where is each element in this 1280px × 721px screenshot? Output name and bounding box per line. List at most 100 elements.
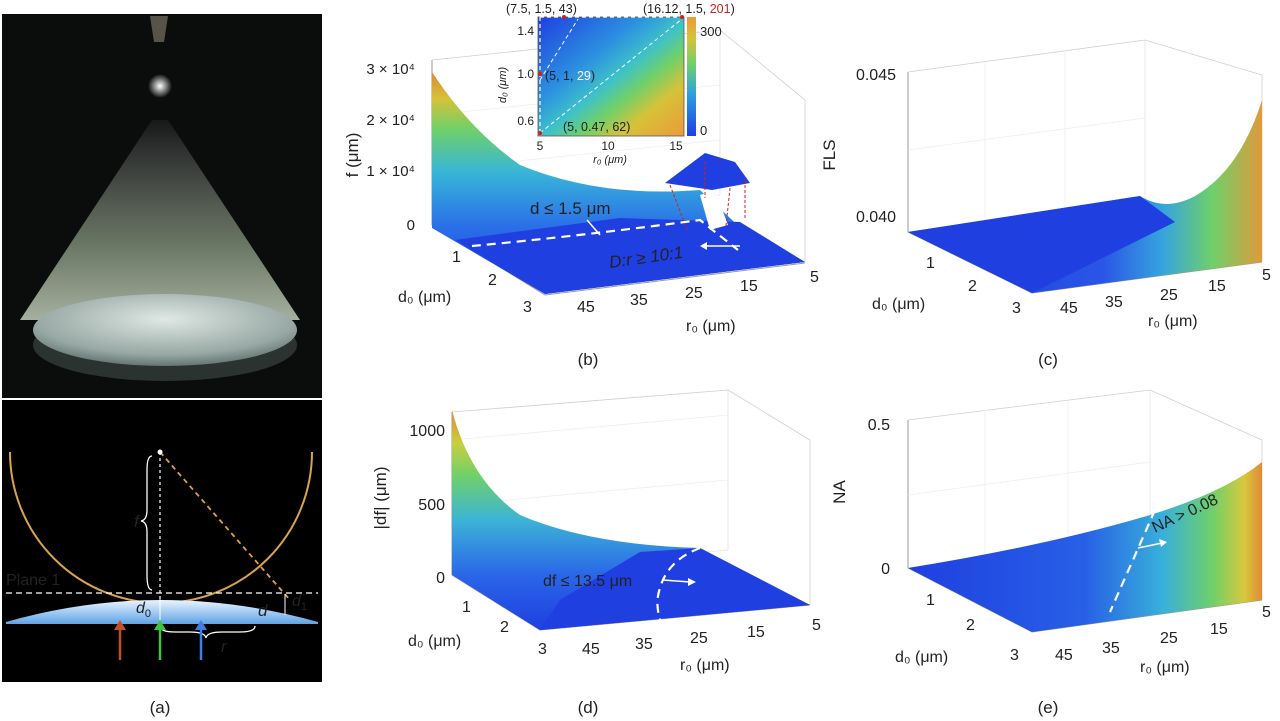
d-arrow [662, 579, 691, 583]
d-r0-tick: 25 [690, 630, 708, 647]
b-red-dash-4 [725, 187, 731, 227]
b-inset-colorbar [687, 17, 696, 136]
e-arrow [1137, 542, 1163, 549]
d-r0-tick: 45 [582, 641, 600, 658]
c-ytick: 0.040 [856, 209, 896, 226]
c-d0-tick: 1 [926, 255, 935, 272]
e-y-title: NA [830, 480, 849, 504]
microlens [6, 600, 318, 624]
b-inset-xtick: 10 [601, 139, 615, 153]
r-brace [159, 625, 256, 639]
e-boundary-dashed [1108, 509, 1157, 613]
ray-dashed [159, 451, 291, 601]
c-ytick: 0.045 [856, 67, 896, 84]
b-r0-tick: 25 [685, 285, 703, 302]
d-ytick: 500 [418, 497, 445, 514]
b-boundary-dashed [471, 218, 739, 251]
e-r0-tick: 5 [1262, 604, 1271, 621]
b-r0-tick: 45 [577, 299, 595, 316]
b-cbar-tick: 300 [700, 24, 722, 39]
b-arrow-line [586, 219, 601, 236]
d-r0-tick: 15 [747, 624, 765, 641]
c-d0-tick: 2 [968, 278, 977, 295]
c-y-title: FLS [820, 139, 839, 170]
b-inset-diag-1 [539, 18, 683, 134]
b-r0-tick: 15 [740, 278, 758, 295]
e-r0-tick: 25 [1160, 630, 1178, 647]
d-d0-tick: 3 [538, 641, 547, 658]
b-cut-block [665, 153, 750, 190]
b-inset: 300 0 1.4 1.0 0.6 d₀ (μm) 5 10 15 r₀ (μm… [497, 2, 735, 166]
c-r0-label: r₀ (μm) [1148, 313, 1198, 330]
b-inset-ytick: 1.0 [517, 67, 534, 81]
c-grid [907, 117, 1146, 151]
focus-point [157, 449, 163, 455]
b-ratio-arrowhead [700, 242, 707, 250]
d-r0-label: r₀ (μm) [680, 657, 730, 674]
b-red-dash-1 [669, 184, 689, 233]
b-inset-point [538, 131, 542, 135]
caption-e: (e) [1038, 698, 1059, 717]
panel-b: 3 × 10⁴ 2 × 10⁴ 1 × 10⁴ 0 f (μm) 1 2 3 d… [343, 2, 819, 335]
b-inset-point [562, 15, 566, 19]
b-d0-tick: 1 [452, 249, 461, 266]
d0-label: d0 [136, 600, 151, 620]
c-r0-tick: 5 [1262, 267, 1271, 284]
d-grid [451, 414, 729, 441]
c-d0-label: d₀ (μm) [872, 296, 925, 313]
e-d0-label: d₀ (μm) [895, 649, 948, 666]
light-cone [20, 120, 300, 320]
d-ytick: 1000 [409, 423, 445, 440]
d-y-title: |df| (μm) [371, 466, 390, 529]
d-d0-tick: 2 [500, 619, 509, 636]
b-annotation-d: d ≤ 1.5 μm [530, 199, 611, 218]
panel-d: 1000 500 0 |df| (μm) 1 2 3 d₀ (μm) 45 35… [371, 389, 821, 674]
d-d0-label: d₀ (μm) [408, 633, 461, 650]
b-inset-point [680, 15, 684, 19]
b-ytick: 2 × 10⁴ [366, 112, 415, 129]
e-surface [908, 462, 1262, 632]
b-cbar-tick: 0 [700, 123, 707, 138]
caption-b: (b) [578, 350, 599, 369]
c-r0-tick: 45 [1060, 300, 1078, 317]
c-d0-tick: 3 [1012, 300, 1021, 317]
d-annotation: df ≤ 13.5 μm [543, 573, 632, 590]
e-ytick: 0.5 [868, 417, 890, 434]
e-r0-tick: 15 [1210, 621, 1228, 638]
e-r0-label: r₀ (μm) [1140, 659, 1190, 676]
b-inset-diag-2 [539, 18, 579, 81]
d-arrowhead [688, 578, 696, 586]
b-r0-tick: 35 [630, 292, 648, 309]
b-r0-label: r₀ (μm) [686, 318, 736, 335]
panel-a: Plane 1 f d0 d d1 r [2, 14, 322, 682]
b-d0-label: d₀ (μm) [398, 289, 451, 306]
c-surface-floor [908, 196, 1175, 293]
e-r0-tick: 45 [1055, 647, 1073, 664]
c-r0-tick: 25 [1160, 287, 1178, 304]
b-d0-tick: 3 [523, 299, 532, 316]
panel-a-diagram [2, 400, 322, 682]
panel-e: 0.5 0 NA 1 2 3 d₀ (μm) 45 35 25 15 5 r₀ … [830, 389, 1271, 676]
caption-a: (a) [150, 698, 171, 717]
b-inset-heatmap [537, 16, 685, 137]
plane-label: Plane 1 [6, 572, 60, 589]
b-inset-xtick: 15 [669, 139, 683, 153]
b-inset-x-title: r₀ (μm) [593, 154, 627, 166]
b-cut-gap [700, 190, 728, 230]
d-surface-floor [540, 548, 810, 630]
b-surface-floor [455, 218, 805, 294]
c-r0-tick: 35 [1105, 294, 1123, 311]
e-grid [907, 461, 1151, 496]
d1-label: d1 [292, 593, 307, 613]
b-y-title: f (μm) [343, 133, 362, 178]
e-d0-tick: 2 [966, 617, 975, 634]
b-inset-xtick: 5 [537, 139, 544, 153]
b-inset-ytick: 0.6 [517, 114, 534, 128]
r-label: r [221, 637, 228, 656]
d-r0-tick: 35 [635, 636, 653, 653]
b-inset-point-top-left: (7.5, 1.5, 43) [506, 2, 577, 16]
e-arrowhead [1159, 539, 1167, 547]
d-boundary-dashed [656, 546, 701, 626]
d-r0-tick: 5 [812, 617, 821, 634]
